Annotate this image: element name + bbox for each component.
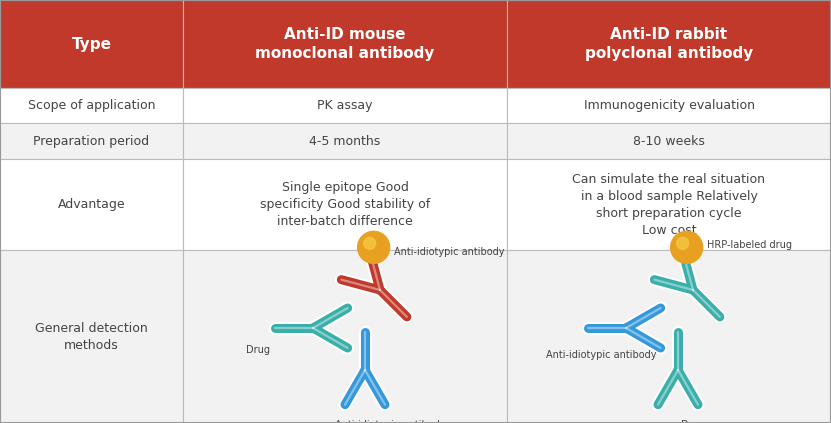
Text: Anti-idiotypic antibody: Anti-idiotypic antibody — [335, 420, 445, 423]
Text: Single epitope Good
specificity Good stability of
inter-batch difference: Single epitope Good specificity Good sta… — [260, 181, 430, 228]
Text: Advantage: Advantage — [57, 198, 125, 211]
Circle shape — [676, 237, 689, 250]
Bar — [507, 159, 831, 250]
Bar — [183, 123, 507, 159]
Text: Scope of application: Scope of application — [27, 99, 155, 112]
Bar — [0, 88, 183, 123]
Bar — [0, 250, 183, 423]
Text: Anti-ID rabbit
polyclonal antibody: Anti-ID rabbit polyclonal antibody — [585, 27, 753, 61]
Bar — [183, 0, 507, 88]
Bar — [183, 88, 507, 123]
Text: General detection
methods: General detection methods — [35, 321, 148, 352]
Text: Immunogenicity evaluation: Immunogenicity evaluation — [583, 99, 755, 112]
Text: Can simulate the real situation
in a blood sample Relatively
short preparation c: Can simulate the real situation in a blo… — [573, 173, 765, 236]
Bar — [0, 0, 183, 88]
Text: Anti-ID mouse
monoclonal antibody: Anti-ID mouse monoclonal antibody — [255, 27, 435, 61]
Circle shape — [364, 237, 376, 250]
Bar — [0, 123, 183, 159]
Circle shape — [357, 231, 390, 264]
Text: 4-5 months: 4-5 months — [309, 135, 381, 148]
Bar — [183, 250, 507, 423]
Bar — [507, 250, 831, 423]
Text: HRP-labeled drug: HRP-labeled drug — [706, 240, 792, 250]
Text: Drug: Drug — [681, 420, 705, 423]
Circle shape — [671, 231, 703, 264]
Text: 8-10 weeks: 8-10 weeks — [633, 135, 705, 148]
Bar — [507, 88, 831, 123]
Bar — [0, 159, 183, 250]
Text: Anti-idiotypic antibody: Anti-idiotypic antibody — [546, 350, 656, 360]
Text: Preparation period: Preparation period — [33, 135, 150, 148]
Text: Drug: Drug — [246, 345, 270, 355]
Text: PK assay: PK assay — [317, 99, 373, 112]
Text: Anti-idiotypic antibody: Anti-idiotypic antibody — [394, 247, 504, 257]
Bar — [507, 123, 831, 159]
Bar — [183, 159, 507, 250]
Bar — [507, 0, 831, 88]
Text: Type: Type — [71, 36, 111, 52]
